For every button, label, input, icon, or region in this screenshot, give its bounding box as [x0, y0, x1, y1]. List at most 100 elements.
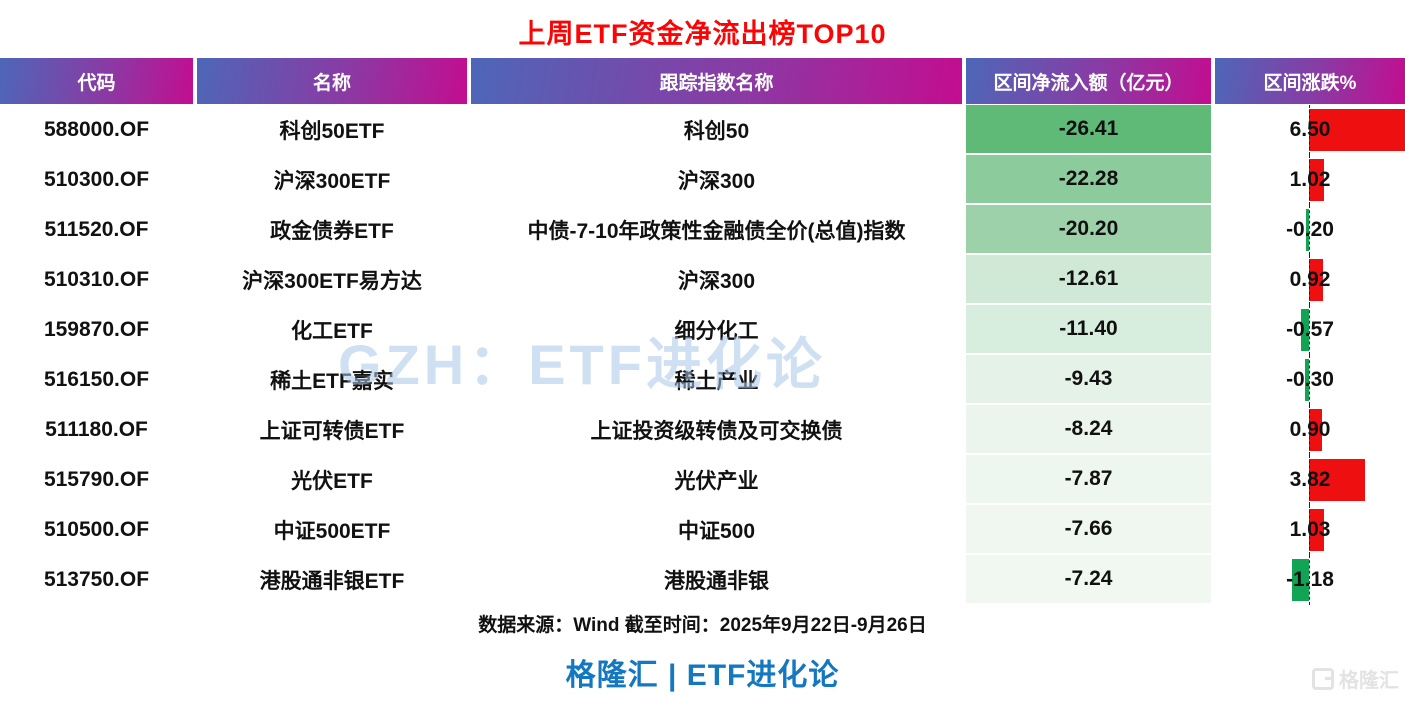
gelonghui-g-icon: [1312, 667, 1334, 690]
header-cell: 区间净流入额（亿元）: [966, 58, 1211, 104]
cell-code: 510310.OF: [43, 268, 150, 291]
cell-net-flow: -7.66: [966, 505, 1211, 555]
change-bar: [1306, 209, 1309, 251]
cell-change: 1.02: [1215, 155, 1405, 205]
data-source-note: 数据来源：Wind 截至时间：2025年9月22日-9月26日: [478, 615, 927, 636]
cell-code: 511180.OF: [45, 418, 148, 441]
cell-name: 光伏ETF: [291, 470, 373, 493]
cell-name: 政金债券ETF: [270, 220, 394, 243]
header-cell: 名称: [197, 58, 467, 104]
cell-name: 稀土ETF嘉实: [270, 370, 394, 393]
table-row: 516150.OF 稀土ETF嘉实 稀土产业 -9.43 -0.30: [0, 355, 1405, 405]
zero-axis-line: [1309, 505, 1310, 555]
zero-axis-line: [1309, 305, 1310, 355]
cell-index: 中债-7-10年政策性金融债全价(总值)指数: [527, 220, 906, 243]
cell-change-label: -0.30: [1286, 368, 1334, 391]
cell-name: 沪深300ETF: [273, 170, 391, 193]
cell-change: 3.82: [1215, 455, 1405, 505]
cell-code: 511520.OF: [44, 218, 149, 241]
corner-logo-label: 格隆汇: [1339, 670, 1399, 692]
cell-change-label: 6.50: [1289, 118, 1331, 141]
header-cell: 代码: [0, 58, 193, 104]
cell-code: 588000.OF: [43, 118, 150, 141]
page-title: 上周ETF资金净流出榜TOP10: [518, 19, 887, 49]
cell-index: 中证500: [677, 520, 756, 543]
cell-change-label: -0.20: [1286, 218, 1334, 241]
cell-change-label: -1.18: [1286, 568, 1334, 591]
cell-index: 港股通非银: [664, 570, 769, 593]
cell-code: 159870.OF: [43, 318, 150, 341]
cell-change: 1.03: [1215, 505, 1405, 555]
zero-axis-line: [1309, 455, 1310, 505]
table-body: 588000.OF 科创50ETF 科创50 -26.41 6.50 51030…: [0, 105, 1405, 605]
cell-net-flow: -7.24: [966, 555, 1211, 605]
brand-footer: 格隆汇 | ETF进化论: [565, 659, 840, 692]
cell-change: 6.50: [1215, 105, 1405, 155]
cell-change: 0.92: [1215, 255, 1405, 305]
cell-change: -1.18: [1215, 555, 1405, 605]
change-bar: [1291, 559, 1309, 601]
corner-logo: 格隆汇: [1312, 664, 1399, 693]
table-row: 510310.OF 沪深300ETF易方达 沪深300 -12.61 0.92: [0, 255, 1405, 305]
cell-net-flow: -11.40: [966, 305, 1211, 355]
table-row: 511520.OF 政金债券ETF 中债-7-10年政策性金融债全价(总值)指数…: [0, 205, 1405, 255]
zero-axis-line: [1309, 405, 1310, 455]
cell-net-flow: -22.28: [966, 155, 1211, 205]
zero-axis-line: [1309, 255, 1310, 305]
cell-change-label: 0.90: [1289, 418, 1331, 441]
cell-code: 515790.OF: [43, 468, 150, 491]
cell-index: 稀土产业: [674, 370, 759, 393]
change-bar: [1309, 159, 1325, 201]
cell-name: 沪深300ETF易方达: [242, 270, 422, 293]
table-row: 159870.OF 化工ETF 细分化工 -11.40 -0.57: [0, 305, 1405, 355]
cell-net-flow: -9.43: [966, 355, 1211, 405]
cell-name: 化工ETF: [291, 320, 373, 343]
cell-name: 港股通非银ETF: [259, 570, 405, 593]
cell-net-flow: -8.24: [966, 405, 1211, 455]
cell-change: -0.57: [1215, 305, 1405, 355]
cell-change: -0.20: [1215, 205, 1405, 255]
cell-change-label: 0.92: [1289, 268, 1331, 291]
table-header-row: 代码 名称 跟踪指数名称 区间净流入额（亿元） 区间涨跌%: [0, 58, 1405, 104]
change-bar: [1309, 259, 1323, 301]
cell-code: 513750.OF: [43, 568, 150, 591]
cell-change-label: -0.57: [1286, 318, 1334, 341]
cell-change-label: 1.03: [1289, 518, 1331, 541]
cell-net-flow: -12.61: [966, 255, 1211, 305]
table-row: 510500.OF 中证500ETF 中证500 -7.66 1.03: [0, 505, 1405, 555]
cell-index: 科创50: [683, 120, 750, 143]
cell-index: 细分化工: [674, 320, 759, 343]
table-row: 511180.OF 上证可转债ETF 上证投资级转债及可交换债 -8.24 0.…: [0, 405, 1405, 455]
cell-index: 沪深300: [677, 170, 756, 193]
zero-axis-line: [1309, 155, 1310, 205]
table-row: 588000.OF 科创50ETF 科创50 -26.41 6.50: [0, 105, 1405, 155]
change-bar: [1309, 109, 1405, 151]
cell-change: -0.30: [1215, 355, 1405, 405]
cell-code: 510500.OF: [43, 518, 150, 541]
cell-index: 上证投资级转债及可交换债: [590, 420, 843, 443]
change-bar: [1309, 409, 1323, 451]
cell-index: 光伏产业: [674, 470, 759, 493]
cell-index: 沪深300: [677, 270, 756, 293]
cell-code: 516150.OF: [43, 368, 150, 391]
zero-axis-line: [1309, 105, 1310, 155]
cell-change-label: 1.02: [1289, 168, 1331, 191]
table-row: 515790.OF 光伏ETF 光伏产业 -7.87 3.82: [0, 455, 1405, 505]
change-bar: [1309, 509, 1325, 551]
table-row: 513750.OF 港股通非银ETF 港股通非银 -7.24 -1.18: [0, 555, 1405, 605]
cell-code: 510300.OF: [43, 168, 150, 191]
change-bar: [1309, 459, 1366, 501]
cell-name: 中证500ETF: [273, 520, 391, 543]
zero-axis-line: [1309, 555, 1310, 605]
change-bar: [1300, 309, 1309, 351]
zero-axis-line: [1309, 205, 1310, 255]
cell-net-flow: -20.20: [966, 205, 1211, 255]
table-row: 510300.OF 沪深300ETF 沪深300 -22.28 1.02: [0, 155, 1405, 205]
cell-name: 上证可转债ETF: [259, 420, 405, 443]
header-cell: 跟踪指数名称: [471, 58, 962, 104]
cell-net-flow: -7.87: [966, 455, 1211, 505]
cell-net-flow: -26.41: [966, 105, 1211, 155]
cell-change: 0.90: [1215, 405, 1405, 455]
change-bar: [1304, 359, 1309, 401]
cell-change-label: 3.82: [1289, 468, 1331, 491]
